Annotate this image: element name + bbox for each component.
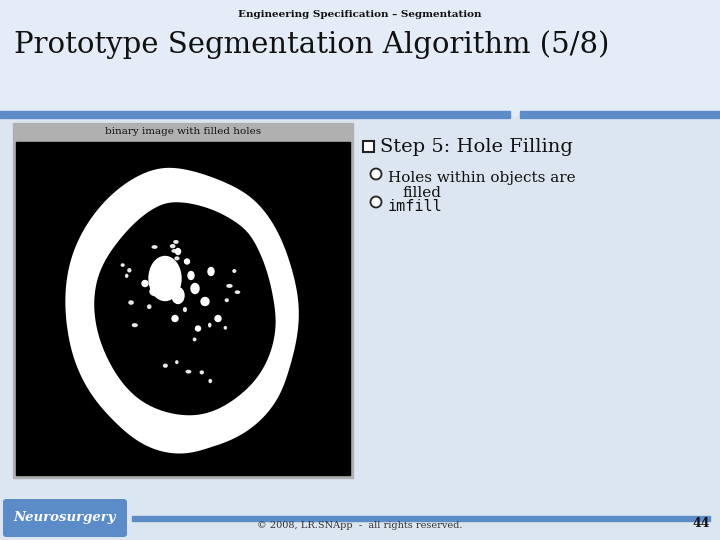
Bar [0,0,720,115]
Ellipse shape [142,280,148,287]
FancyBboxPatch shape [3,499,127,537]
Ellipse shape [176,361,178,363]
Ellipse shape [235,291,240,293]
Bar [13,123,353,478]
Text: Step 5: Hole Filling: Step 5: Hole Filling [380,138,573,156]
Ellipse shape [175,257,179,260]
Ellipse shape [149,256,181,300]
Text: Holes within objects are: Holes within objects are [388,171,575,185]
Ellipse shape [132,324,138,327]
Ellipse shape [215,315,221,321]
Text: Engineering Specification – Segmentation: Engineering Specification – Segmentation [238,10,482,19]
Ellipse shape [209,323,211,327]
Ellipse shape [172,287,184,303]
Bar [0,120,720,492]
Bar [520,111,720,118]
Bar [16,142,350,475]
Text: Prototype Segmentation Algorithm (5/8): Prototype Segmentation Algorithm (5/8) [14,30,609,59]
Text: filled: filled [402,186,441,200]
Circle shape [371,197,382,207]
Text: Neurosurgery: Neurosurgery [14,511,116,524]
Ellipse shape [163,364,167,367]
Ellipse shape [194,338,196,341]
Ellipse shape [227,285,232,287]
Ellipse shape [225,299,228,301]
Text: binary image with filled holes: binary image with filled holes [105,127,261,136]
Ellipse shape [172,249,177,252]
Ellipse shape [224,327,226,329]
Ellipse shape [168,262,174,268]
Bar [0,111,510,118]
Bar [0,492,720,540]
Ellipse shape [186,370,191,373]
Ellipse shape [196,326,200,331]
Ellipse shape [152,246,157,248]
Ellipse shape [188,272,194,280]
Ellipse shape [174,241,178,243]
Ellipse shape [171,245,175,248]
Ellipse shape [209,380,212,382]
Ellipse shape [172,315,178,321]
Ellipse shape [148,305,150,308]
PathPatch shape [66,168,299,454]
Ellipse shape [129,301,133,304]
Bar [363,141,374,152]
Ellipse shape [157,260,165,267]
Ellipse shape [208,267,214,275]
Bar [360,120,718,492]
Ellipse shape [128,269,131,272]
Ellipse shape [184,259,189,264]
Ellipse shape [150,287,160,295]
Bar [132,516,710,521]
Ellipse shape [125,274,127,277]
Text: imfill: imfill [388,199,443,214]
Text: © 2008, LR.SNApp  -  all rights reserved.: © 2008, LR.SNApp - all rights reserved. [257,521,463,530]
Ellipse shape [184,308,186,312]
Ellipse shape [191,284,199,294]
Ellipse shape [200,371,203,374]
Circle shape [371,168,382,179]
Ellipse shape [121,264,124,266]
Ellipse shape [176,248,181,254]
Ellipse shape [201,298,209,306]
Ellipse shape [233,269,235,272]
Text: 44: 44 [693,517,710,530]
